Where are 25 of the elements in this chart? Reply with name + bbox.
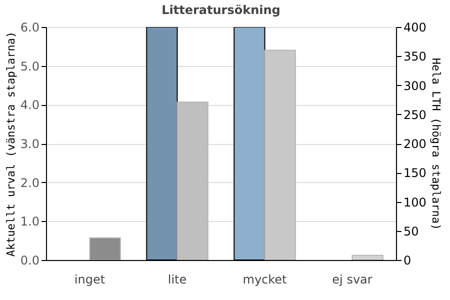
- chart-title: Litteratursökning: [162, 3, 280, 17]
- bar: [352, 254, 384, 260]
- x-tick-label: ej svar: [332, 272, 372, 286]
- y2-tick-label: 400: [404, 20, 426, 34]
- y-axis-title: Aktuellt urval (vänstra staplarna): [4, 31, 18, 257]
- y-tick-label: 3.0: [20, 137, 40, 151]
- x-tick-label: mycket: [242, 272, 288, 286]
- y2-tick-label: 200: [404, 137, 426, 151]
- y-tick-label: 6.0: [20, 20, 40, 34]
- y2-tick-label: 250: [404, 108, 426, 122]
- y2-tick-label: 100: [404, 195, 426, 210]
- y-tick-label: 4.0: [20, 98, 40, 112]
- y2-tick-label: 150: [404, 166, 426, 180]
- y-tick-label: 2.0: [20, 176, 40, 190]
- y-tick-label: 1.0: [20, 214, 40, 229]
- y2-axis-title: Hela LTH (högra staplarna): [429, 58, 442, 230]
- y-tick-label: 5.0: [20, 59, 40, 74]
- y2-tick-label: 0: [404, 254, 412, 268]
- y2-tick-label: 50: [404, 224, 419, 238]
- y-tick-label: 0.0: [20, 254, 40, 268]
- y2-tick-label: 350: [404, 50, 426, 64]
- bar: [89, 237, 121, 260]
- x-tick-label: inget: [74, 272, 106, 286]
- y2-tick-label: 300: [404, 78, 426, 93]
- x-tick-label: lite: [168, 272, 187, 286]
